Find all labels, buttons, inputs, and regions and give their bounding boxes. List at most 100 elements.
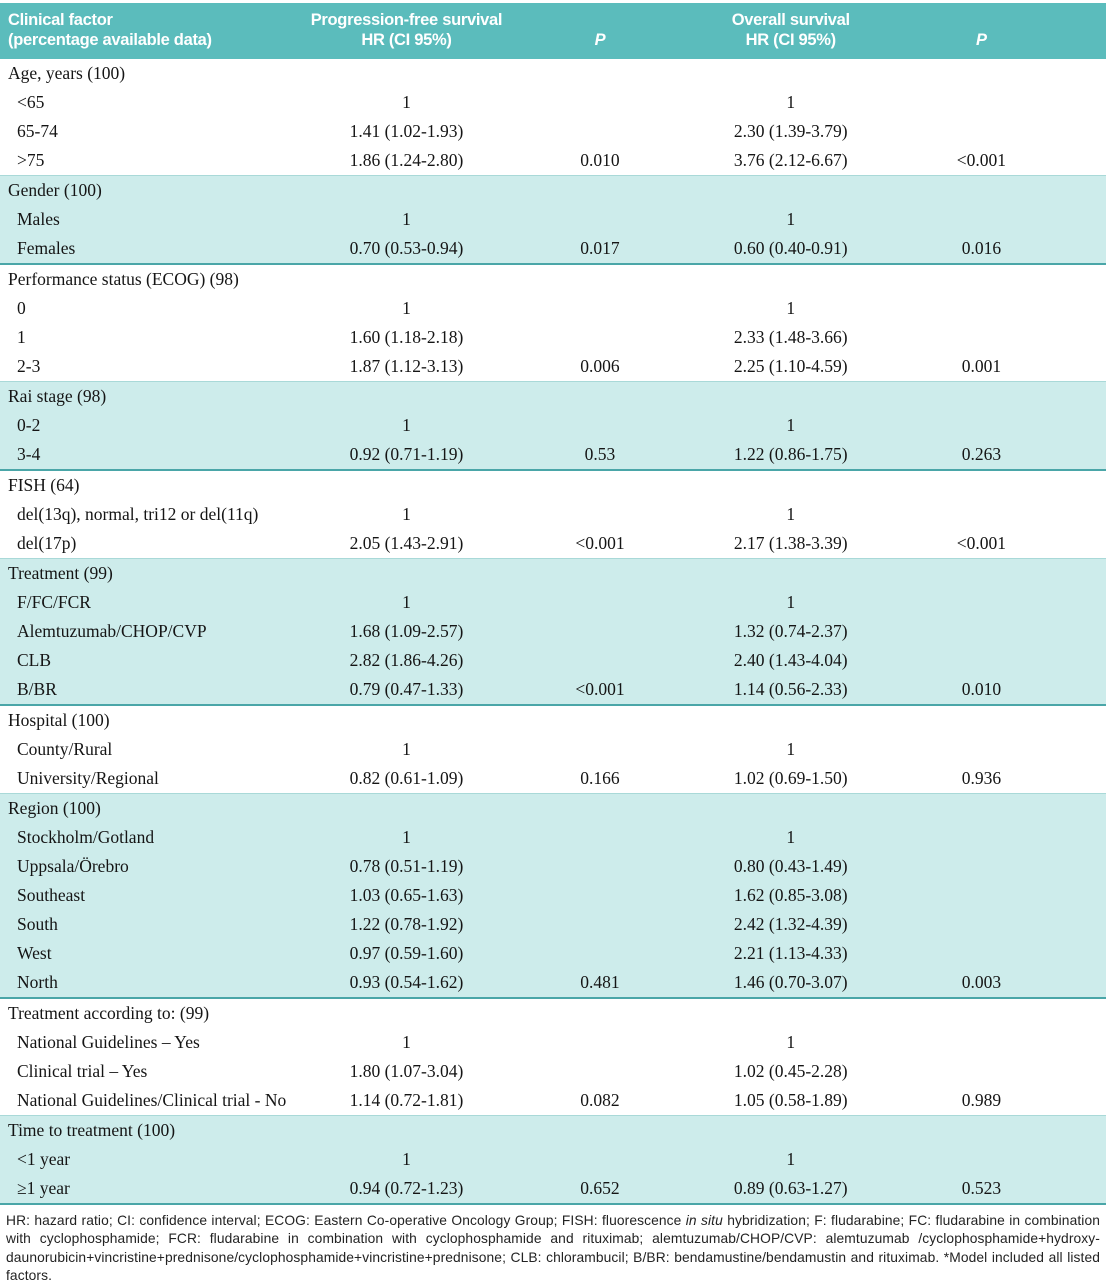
header-pfs-line2: HR (CI 95%) — [361, 31, 452, 49]
pfs-hr-cell: 2.82 (1.86-4.26) — [349, 650, 464, 670]
pfs-hr-cell: 1.41 (1.02-1.93) — [349, 121, 464, 141]
empty-cell — [885, 794, 1106, 823]
empty-cell — [503, 1116, 697, 1145]
section-title: Time to treatment (100) — [8, 1120, 176, 1140]
os-p-cell — [885, 735, 1106, 764]
row-label: 1 — [17, 327, 26, 347]
empty-cell — [310, 794, 504, 823]
os-hr-cell: 0.80 (0.43-1.49) — [733, 856, 848, 876]
os-p-cell — [885, 1057, 1106, 1086]
row-label: Stockholm/Gotland — [17, 827, 155, 847]
empty-cell — [503, 471, 697, 500]
section-title: Rai stage (98) — [8, 386, 107, 406]
pfs-hr-cell: 0.79 (0.47-1.33) — [349, 679, 464, 699]
empty-cell — [503, 794, 697, 823]
pfs-p-cell — [503, 117, 697, 146]
header-pfs: Progression-free survival HR (CI 95%) — [310, 10, 504, 50]
empty-cell — [310, 382, 504, 411]
table-row: County/Rural 1 1 — [0, 735, 1106, 764]
table-row: F/FC/FCR 1 1 — [0, 588, 1106, 617]
header-clinical-factor: Clinical factor (percentage available da… — [0, 10, 310, 50]
os-hr-cell: 1 — [786, 298, 796, 318]
os-hr-cell: 1.22 (0.86-1.75) — [733, 444, 848, 464]
pfs-p-cell: 0.481 — [580, 972, 620, 992]
table-row: CLB 2.82 (1.86-4.26) 2.40 (1.43-4.04) — [0, 646, 1106, 675]
table-section: Treatment (99) F/FC/FCR 1 1 Alemtuzumab/CHOP… — [0, 558, 1106, 706]
os-hr-cell: 1 — [786, 415, 796, 435]
os-hr-cell: 2.30 (1.39-3.79) — [733, 121, 848, 141]
os-p-cell: 0.523 — [961, 1178, 1002, 1198]
pfs-p-cell — [503, 1028, 697, 1057]
pfs-hr-cell: 1 — [402, 739, 411, 759]
empty-cell — [503, 176, 697, 205]
empty-cell — [885, 471, 1106, 500]
pfs-p-cell — [503, 588, 697, 617]
row-label: County/Rural — [17, 739, 113, 759]
row-label: University/Regional — [17, 768, 159, 788]
section-title-row: Region (100) — [0, 794, 1106, 823]
os-hr-cell: 2.42 (1.32-4.39) — [733, 914, 848, 934]
row-label: 2-3 — [17, 356, 41, 376]
empty-cell — [885, 999, 1106, 1028]
os-p-cell — [885, 617, 1106, 646]
pfs-p-cell: 0.166 — [580, 768, 620, 788]
os-p-cell — [885, 852, 1106, 881]
os-p-cell — [885, 823, 1106, 852]
pfs-hr-cell: 2.05 (1.43-2.91) — [349, 533, 464, 553]
table-footnote: HR: hazard ratio; CI: confidence interva… — [0, 1205, 1106, 1286]
section-title-row: Time to treatment (100) — [0, 1116, 1106, 1145]
pfs-p-cell: <0.001 — [575, 533, 625, 553]
pfs-p-cell — [503, 500, 697, 529]
row-label: del(13q), normal, tri12 or del(11q) — [17, 504, 259, 524]
table-row: University/Regional 0.82 (0.61-1.09) 0.166… — [0, 764, 1106, 793]
header-pfs-p-spacer — [503, 10, 697, 30]
pfs-hr-cell: 1 — [402, 1032, 411, 1052]
pfs-hr-cell: 1.80 (1.07-3.04) — [349, 1061, 464, 1081]
section-title: Region (100) — [8, 798, 101, 818]
row-label: ≥1 year — [17, 1178, 70, 1198]
row-label: Alemtuzumab/CHOP/CVP — [17, 621, 207, 641]
section-title: Performance status (ECOG) (98) — [8, 269, 239, 289]
os-p-cell — [885, 1028, 1106, 1057]
table-section: Gender (100) Males 1 1 Females 0.70 (0.53-0.9… — [0, 175, 1106, 265]
pfs-p-cell — [503, 88, 697, 117]
empty-cell — [310, 59, 504, 88]
pfs-p-cell: 0.53 — [584, 444, 616, 464]
row-label: 0-2 — [17, 415, 41, 435]
row-label: West — [17, 943, 52, 963]
table-section: FISH (64) del(13q), normal, tri12 or del(… — [0, 471, 1106, 558]
empty-cell — [697, 794, 885, 823]
table-row: Stockholm/Gotland 1 1 — [0, 823, 1106, 852]
pfs-p-cell — [503, 617, 697, 646]
pfs-p-cell — [503, 823, 697, 852]
pfs-hr-cell: 1 — [402, 592, 411, 612]
pfs-hr-cell: 0.82 (0.61-1.09) — [349, 768, 464, 788]
os-p-cell — [885, 939, 1106, 968]
os-hr-cell: 1.05 (0.58-1.89) — [733, 1090, 848, 1110]
os-p-cell: <0.001 — [956, 150, 1006, 170]
empty-cell — [697, 59, 885, 88]
table-row: National Guidelines – Yes 1 1 — [0, 1028, 1106, 1057]
header-pfs-line1: Progression-free survival — [310, 11, 503, 29]
table-row: <65 1 1 — [0, 88, 1106, 117]
empty-cell — [503, 706, 697, 735]
pfs-hr-cell: 1 — [402, 92, 411, 112]
os-hr-cell: 1.02 (0.45-2.28) — [733, 1061, 848, 1081]
empty-cell — [310, 176, 504, 205]
section-title: Hospital (100) — [8, 710, 110, 730]
table-section: Rai stage (98) 0-2 1 1 3-4 0.92 (0.71-1.19) 0.… — [0, 381, 1106, 471]
table-row: del(17p) 2.05 (1.43-2.91) <0.001 2.17 (1.38… — [0, 529, 1106, 558]
row-label: CLB — [17, 650, 52, 670]
table-row: Uppsala/Örebro 0.78 (0.51-1.19) 0.80 (0.43… — [0, 852, 1106, 881]
pfs-p-cell — [503, 881, 697, 910]
os-hr-cell: 2.40 (1.43-4.04) — [733, 650, 848, 670]
section-title-row: Rai stage (98) — [0, 382, 1106, 411]
os-p-cell — [885, 411, 1106, 440]
row-label: B/BR — [17, 679, 57, 699]
os-hr-cell: 1 — [786, 827, 796, 847]
table-row: North 0.93 (0.54-1.62) 0.481 1.46 (0.70-3.0… — [0, 968, 1106, 997]
os-hr-cell: 1.46 (0.70-3.07) — [733, 972, 848, 992]
os-p-cell — [885, 910, 1106, 939]
table-row: ≥1 year 0.94 (0.72-1.23) 0.652 0.89 (0.63-1… — [0, 1174, 1106, 1203]
table-row: National Guidelines/Clinical trial - No 1… — [0, 1086, 1106, 1115]
